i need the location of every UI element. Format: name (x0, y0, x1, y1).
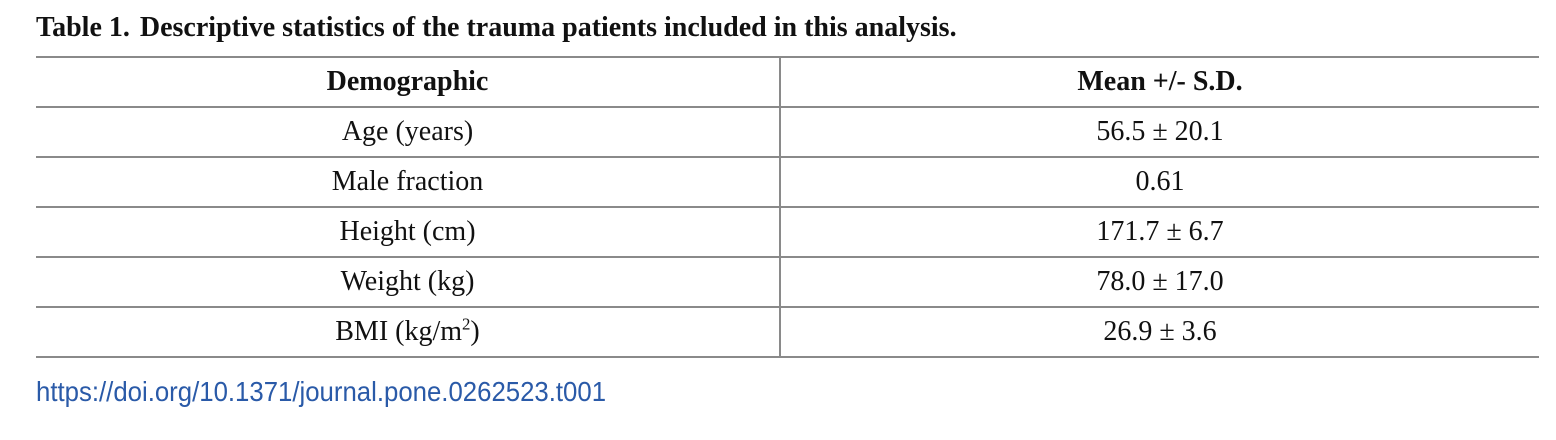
table-row: Age (years) 56.5 ± 20.1 (36, 107, 1539, 158)
table-caption-label: Table 1. (36, 12, 130, 43)
table-header-row: Demographic Mean +/- S.D. (36, 56, 1539, 108)
cell-value: 171.7 ± 6.7 (780, 207, 1539, 258)
bmi-label-superscript: 2 (462, 314, 471, 334)
bmi-label-prefix: BMI (kg/m (335, 316, 463, 347)
table-caption: Table 1. Descriptive statistics of the tr… (36, 8, 957, 48)
table-row: Height (cm) 171.7 ± 6.7 (36, 207, 1539, 258)
cell-demographic: Weight (kg) (36, 257, 781, 308)
table-row: BMI (kg/m2) 26.9 ± 3.6 (36, 307, 1539, 358)
cell-demographic: Male fraction (36, 157, 781, 208)
cell-value: 26.9 ± 3.6 (780, 307, 1539, 358)
table-row: Weight (kg) 78.0 ± 17.0 (36, 257, 1539, 308)
table-caption-text: Descriptive statistics of the trauma pat… (139, 12, 957, 43)
header-mean-sd: Mean +/- S.D. (780, 56, 1539, 108)
cell-demographic: Age (years) (36, 107, 781, 158)
cell-value: 56.5 ± 20.1 (780, 107, 1539, 158)
cell-value: 78.0 ± 17.0 (780, 257, 1539, 308)
cell-demographic: BMI (kg/m2) (36, 307, 781, 358)
bmi-label-suffix: ) (470, 316, 480, 347)
descriptive-statistics-table: Demographic Mean +/- S.D. Age (years) 56… (36, 56, 1539, 358)
table-row: Male fraction 0.61 (36, 157, 1539, 208)
cell-demographic: Height (cm) (36, 207, 781, 258)
cell-value: 0.61 (780, 157, 1539, 208)
doi-link[interactable]: https://doi.org/10.1371/journal.pone.026… (36, 376, 607, 407)
header-demographic: Demographic (36, 56, 781, 108)
